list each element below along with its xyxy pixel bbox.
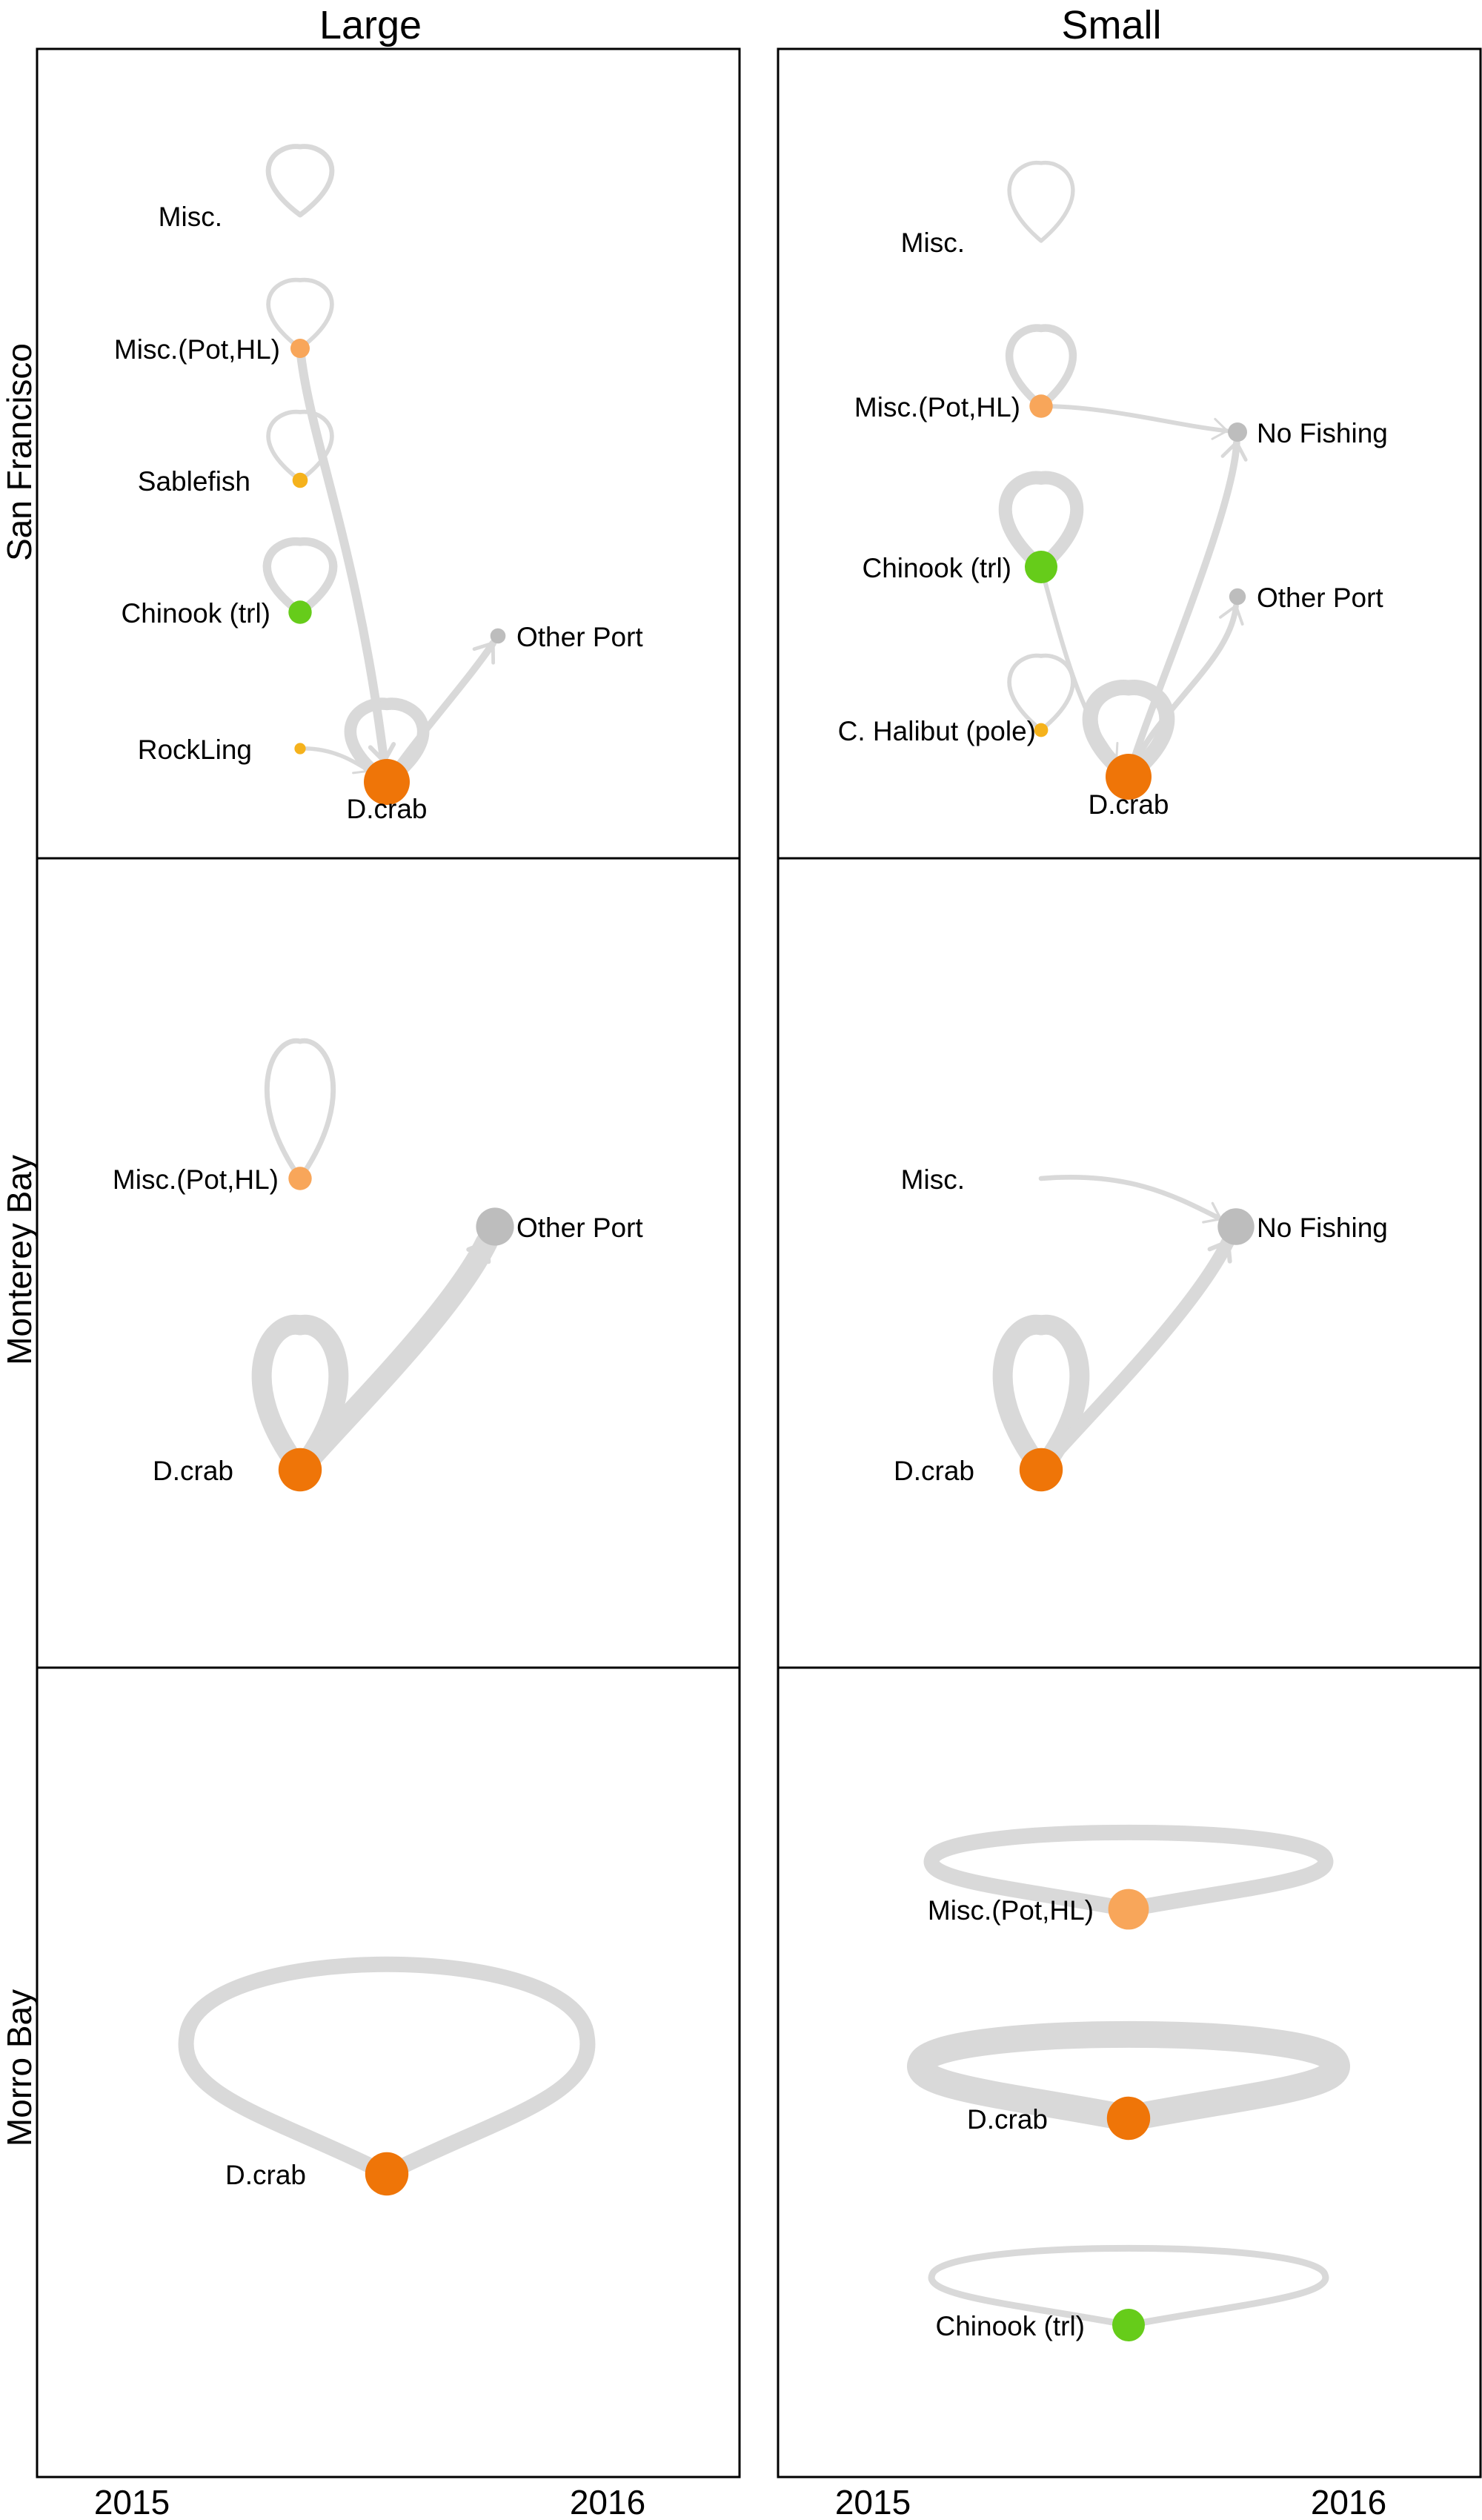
node-label-monterey-bay-small-misc: Misc. [901,1164,965,1195]
panel-frame-large-monterey [36,857,741,1669]
panel-frame-small-morro [777,1666,1482,2478]
node-label-monterey-bay-large-mpot: Misc.(Pot,HL) [113,1164,279,1195]
node-label-morro-bay-large-dcrab: D.crab [225,2160,306,2190]
edge-san-francisco-small-chin-to-dcrab [1039,565,1119,763]
node-label-san-francisco-small-chin: Chinook (trl) [863,553,1012,583]
node-san-francisco-small-nofish [1228,422,1247,442]
row-title-monterey-bay: Monterey Bay [0,1155,39,1365]
edge-loop-san-francisco-large-chin [262,537,338,617]
edge-san-francisco-large-dcrab-to-oport [383,640,497,786]
node-label-morro-bay-small-chin: Chinook (trl) [936,2311,1086,2341]
node-san-francisco-small-dcrab [1106,754,1152,800]
node-label-san-francisco-small-hal: C. Halibut (pole) [838,716,1036,746]
node-morro-bay-small-mpot [1108,1889,1149,1930]
edge-loop-morro-bay-small-mpot [923,1824,1334,1917]
node-label-san-francisco-large-mpot: Misc.(Pot,HL) [114,334,280,365]
node-monterey-bay-small-dcrab [1019,1448,1063,1492]
node-label-san-francisco-small-oport: Other Port [1257,583,1383,613]
edge-loop-san-francisco-large-sable [266,409,334,483]
row-title-san-francisco: San Francisco [0,343,39,561]
edge-monterey-bay-large-dcrab-to-oport [289,1231,498,1481]
node-label-monterey-bay-small-dcrab: D.crab [894,1456,974,1486]
column-title-small: Small [1061,3,1161,47]
edge-san-francisco-small-mpot-to-nofish [1039,404,1230,434]
edge-loop-morro-bay-small-dcrab [907,2020,1350,2132]
column-title-large: Large [319,3,422,47]
node-label-san-francisco-large-rock: RockLing [138,735,252,765]
node-san-francisco-large-chin [288,600,312,624]
node-san-francisco-small-oport [1229,588,1246,606]
node-label-san-francisco-large-dcrab: D.crab [347,794,428,824]
node-label-san-francisco-large-sable: Sablefish [138,466,250,497]
edge-loop-san-francisco-small-chin [998,471,1084,574]
panel-frame-large-morro [36,1666,741,2478]
network-labels: Misc. Misc.(Pot,HL) Sablefish Chinook (trl)… [113,202,1388,2341]
edge-loop-san-francisco-large-mpot [266,277,334,351]
node-label-monterey-bay-large-oport: Other Port [516,1213,643,1243]
node-morro-bay-small-chin [1112,2309,1145,2341]
node-monterey-bay-large-mpot [288,1167,312,1190]
edge-monterey-bay-small-dcrab-to-nofish [1034,1235,1235,1476]
arrowhead-san-francisco-small-dcrab-to-nofish [1220,440,1248,462]
edge-loop-san-francisco-large-dcrab [344,697,430,789]
edge-monterey-bay-small-misc-to-nofish [1038,1174,1223,1221]
node-label-san-francisco-large-misc: Misc. [159,202,222,232]
x-tick-2015-large: 2015 [94,2483,170,2520]
node-label-san-francisco-small-nofish: No Fishing [1257,418,1388,448]
node-san-francisco-large-sable [292,472,308,488]
edge-san-francisco-large-rock-to-dcrab [298,746,371,773]
row-title-morro-bay: Morro Bay [0,1989,39,2146]
node-label-san-francisco-small-dcrab: D.crab [1089,789,1169,820]
node-label-san-francisco-small-misc: Misc. [901,228,965,258]
arrowhead-san-francisco-small-mpot-to-nofish [1211,417,1229,440]
node-monterey-bay-large-dcrab [278,1448,322,1492]
panel-frame-small-monterey [777,857,1482,1669]
edge-loop-san-francisco-small-hal [1007,653,1075,732]
node-san-francisco-small-hal [1034,723,1049,737]
edge-loop-morro-bay-small-chin [928,2244,1329,2329]
x-tick-2016-small: 2016 [1311,2483,1386,2520]
node-label-san-francisco-large-chin: Chinook (trl) [122,598,271,629]
node-san-francisco-small-chin [1025,551,1057,583]
node-morro-bay-small-dcrab [1106,2096,1151,2141]
node-monterey-bay-small-nofish [1217,1208,1255,1245]
node-label-morro-bay-small-dcrab: D.crab [967,2104,1048,2135]
x-tick-2015-small: 2015 [835,2483,911,2520]
node-san-francisco-small-mpot [1029,394,1053,418]
arrowhead-san-francisco-small-dcrab-to-oport [1218,604,1244,626]
network-edges [178,144,1350,2329]
edge-loop-monterey-bay-large-mpot [264,1038,336,1181]
node-san-francisco-large-dcrab [364,759,410,805]
node-label-monterey-bay-small-nofish: No Fishing [1257,1213,1388,1243]
edge-loop-san-francisco-large-misc [265,144,335,218]
network-nodes [278,339,1255,2341]
edge-loop-san-francisco-small-dcrab [1082,680,1175,785]
node-label-monterey-bay-large-dcrab: D.crab [153,1456,233,1486]
node-morro-bay-large-dcrab [365,2152,409,2196]
edge-san-francisco-small-dcrab-to-oport [1126,603,1239,780]
edge-san-francisco-large-mpot-to-dcrab [296,344,389,766]
node-monterey-bay-large-oport [476,1207,514,1246]
node-label-san-francisco-small-mpot: Misc.(Pot,HL) [854,392,1020,422]
edge-loop-san-francisco-small-mpot [1005,324,1077,411]
arrowhead-san-francisco-large-dcrab-to-oport [472,641,496,665]
edge-san-francisco-small-dcrab-to-nofish [1125,439,1240,780]
x-tick-2016-large: 2016 [570,2483,645,2520]
node-san-francisco-large-rock [294,743,306,755]
node-label-morro-bay-small-mpot: Misc.(Pot,HL) [928,1895,1094,1926]
edge-loop-monterey-bay-large-dcrab [251,1314,349,1480]
edge-loop-morro-bay-large-dcrab [178,1956,596,2182]
edge-loop-monterey-bay-small-dcrab [992,1314,1090,1480]
node-san-francisco-large-oport [490,628,506,644]
edge-loop-san-francisco-small-misc [1007,160,1075,243]
node-label-san-francisco-large-oport: Other Port [516,622,643,652]
node-san-francisco-large-mpot [290,339,310,358]
